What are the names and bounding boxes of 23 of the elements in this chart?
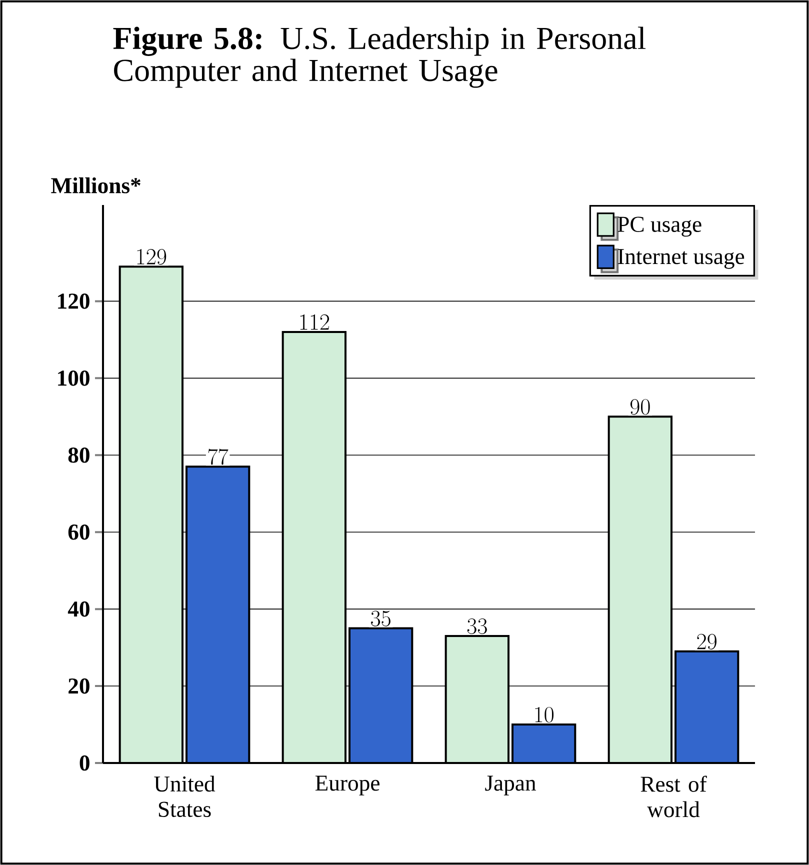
data-label: 33: [467, 618, 487, 634]
legend-label: Internet usage: [618, 249, 744, 269]
x-tick-label: Europe: [315, 776, 380, 796]
data-label: 90: [630, 399, 650, 415]
y-tick-label: 0: [80, 755, 90, 771]
y-tick-label: 20: [68, 678, 90, 694]
data-label: 10: [535, 706, 554, 723]
x-tick-label: Rest of world: [640, 776, 707, 818]
data-label: 35: [371, 610, 390, 626]
y-tick-label: 60: [68, 524, 90, 540]
data-label: 77: [208, 448, 228, 465]
y-tick-label: 100: [58, 370, 90, 386]
x-tick-label: Japan: [485, 776, 536, 796]
x-tick-label: United States: [154, 776, 216, 817]
y-tick-label: 80: [68, 447, 90, 463]
y-tick-label: 40: [68, 601, 90, 617]
data-label: 29: [697, 634, 716, 650]
data-label: 129: [137, 249, 166, 265]
chart-title: Figure 5.8: U.S. Leadership in Personal Computer and Internet Usage: [113, 26, 646, 88]
legend-label: PC usage: [618, 216, 702, 237]
y-tick-label: 120: [58, 294, 90, 309]
data-label: 112: [300, 314, 330, 330]
y-axis-title: Millions*: [51, 177, 140, 194]
